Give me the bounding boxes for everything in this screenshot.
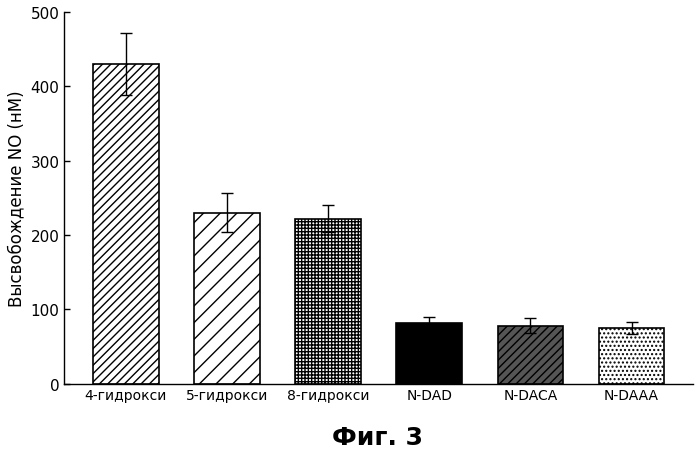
Bar — [396, 323, 462, 384]
Bar — [93, 65, 159, 384]
Bar — [598, 328, 664, 384]
Bar — [194, 213, 260, 384]
Bar — [498, 326, 564, 384]
Text: Фиг. 3: Фиг. 3 — [332, 425, 424, 449]
Bar — [295, 219, 361, 384]
Y-axis label: Высвобождение NO (нМ): Высвобождение NO (нМ) — [7, 90, 25, 306]
